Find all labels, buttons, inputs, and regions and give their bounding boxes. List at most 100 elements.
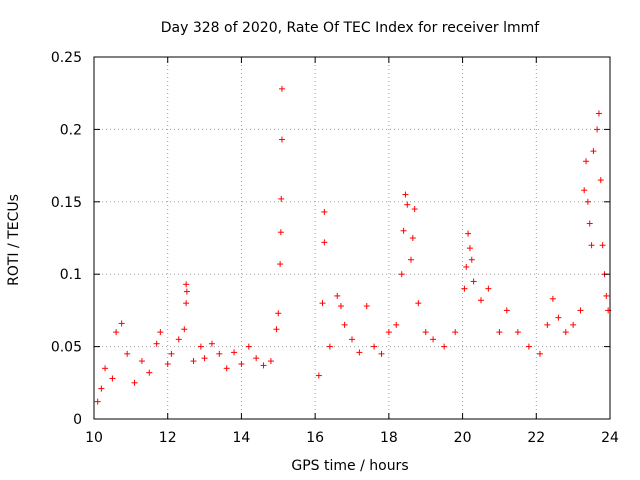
- data-point: [404, 201, 411, 208]
- y-tick-label: 0.05: [51, 340, 82, 356]
- data-point: [201, 355, 208, 362]
- data-point: [181, 326, 188, 333]
- data-point: [183, 281, 190, 288]
- data-point: [238, 360, 245, 367]
- data-point: [590, 148, 597, 155]
- data-point: [586, 220, 593, 227]
- data-point: [466, 245, 473, 252]
- x-tick-label: 22: [527, 430, 545, 446]
- data-point: [275, 310, 282, 317]
- data-point: [321, 239, 328, 246]
- data-point: [402, 191, 409, 198]
- data-point: [398, 271, 405, 278]
- data-point: [385, 329, 392, 336]
- data-point: [153, 340, 160, 347]
- data-point: [452, 329, 459, 336]
- data-point: [555, 314, 562, 321]
- data-point: [514, 329, 521, 336]
- axis-ticks: 10 12 14 16 18 20 22 24 0 0.05 0.1 0.15 0.2 0.25: [51, 50, 619, 446]
- data-point: [273, 326, 280, 333]
- data-point: [113, 329, 120, 336]
- data-point: [356, 349, 363, 356]
- data-point: [478, 297, 484, 304]
- data-point: [468, 256, 475, 263]
- y-tick-label: 0.25: [51, 50, 82, 66]
- data-point: [461, 285, 468, 292]
- data-point: [393, 321, 400, 328]
- y-tick-label: 0.2: [60, 122, 82, 138]
- data-point: [422, 329, 429, 336]
- data-point: [245, 343, 252, 350]
- data-point: [363, 303, 370, 310]
- data-point: [118, 320, 125, 327]
- data-point: [485, 285, 492, 292]
- data-point: [562, 329, 569, 336]
- data-point: [319, 300, 326, 307]
- data-point: [583, 158, 590, 165]
- data-point: [183, 288, 190, 295]
- data-point: [146, 369, 153, 376]
- data-point: [470, 278, 477, 285]
- data-point: [595, 110, 602, 117]
- data-point: [334, 292, 341, 299]
- data-point: [183, 300, 190, 307]
- data-point: [544, 321, 551, 328]
- y-tick-label: 0: [73, 412, 82, 428]
- data-point: [253, 355, 260, 362]
- data-point: [231, 349, 238, 356]
- data-point: [597, 177, 604, 184]
- x-axis-label: GPS time / hours: [291, 458, 408, 474]
- plot-frame: [93, 56, 611, 420]
- data-point: [208, 340, 215, 347]
- data-point: [197, 343, 204, 350]
- data-point: [175, 336, 182, 343]
- data-point: [430, 336, 437, 343]
- data-point: [216, 350, 223, 357]
- data-point: [102, 365, 109, 372]
- data-point: [415, 300, 422, 307]
- data-point: [525, 343, 532, 350]
- data-point: [371, 343, 378, 350]
- data-point: [577, 307, 584, 314]
- data-point: [463, 263, 470, 270]
- data-point: [94, 398, 101, 405]
- data-point: [341, 321, 348, 328]
- data-point: [594, 126, 601, 133]
- data-point: [124, 350, 131, 357]
- data-point: [536, 350, 543, 357]
- data-point: [278, 85, 285, 92]
- data-point: [570, 321, 577, 328]
- data-point: [278, 195, 285, 202]
- data-point: [157, 329, 164, 336]
- data-point: [465, 230, 472, 237]
- data-point: [549, 295, 556, 302]
- data-point: [315, 372, 322, 379]
- data-point: [98, 385, 105, 392]
- data-point: [321, 208, 328, 215]
- data-point: [411, 206, 418, 213]
- y-tick-label: 0.15: [51, 195, 82, 211]
- data-point: [581, 187, 588, 194]
- data-point: [337, 303, 344, 310]
- x-tick-label: 10: [85, 430, 103, 446]
- data-point: [277, 261, 284, 268]
- data-points: [94, 85, 612, 405]
- data-point: [164, 360, 171, 367]
- data-point: [278, 136, 285, 143]
- x-tick-label: 16: [306, 430, 324, 446]
- data-point: [400, 227, 407, 234]
- grid-lines: [94, 57, 610, 419]
- data-point: [267, 358, 274, 365]
- data-point: [190, 358, 197, 365]
- x-tick-label: 20: [454, 430, 472, 446]
- data-point: [584, 198, 591, 205]
- data-point: [409, 235, 416, 241]
- data-point: [588, 242, 595, 249]
- data-point: [503, 307, 510, 314]
- data-point: [496, 329, 503, 336]
- data-point: [131, 379, 138, 386]
- data-point: [277, 229, 284, 236]
- data-point: [138, 358, 145, 365]
